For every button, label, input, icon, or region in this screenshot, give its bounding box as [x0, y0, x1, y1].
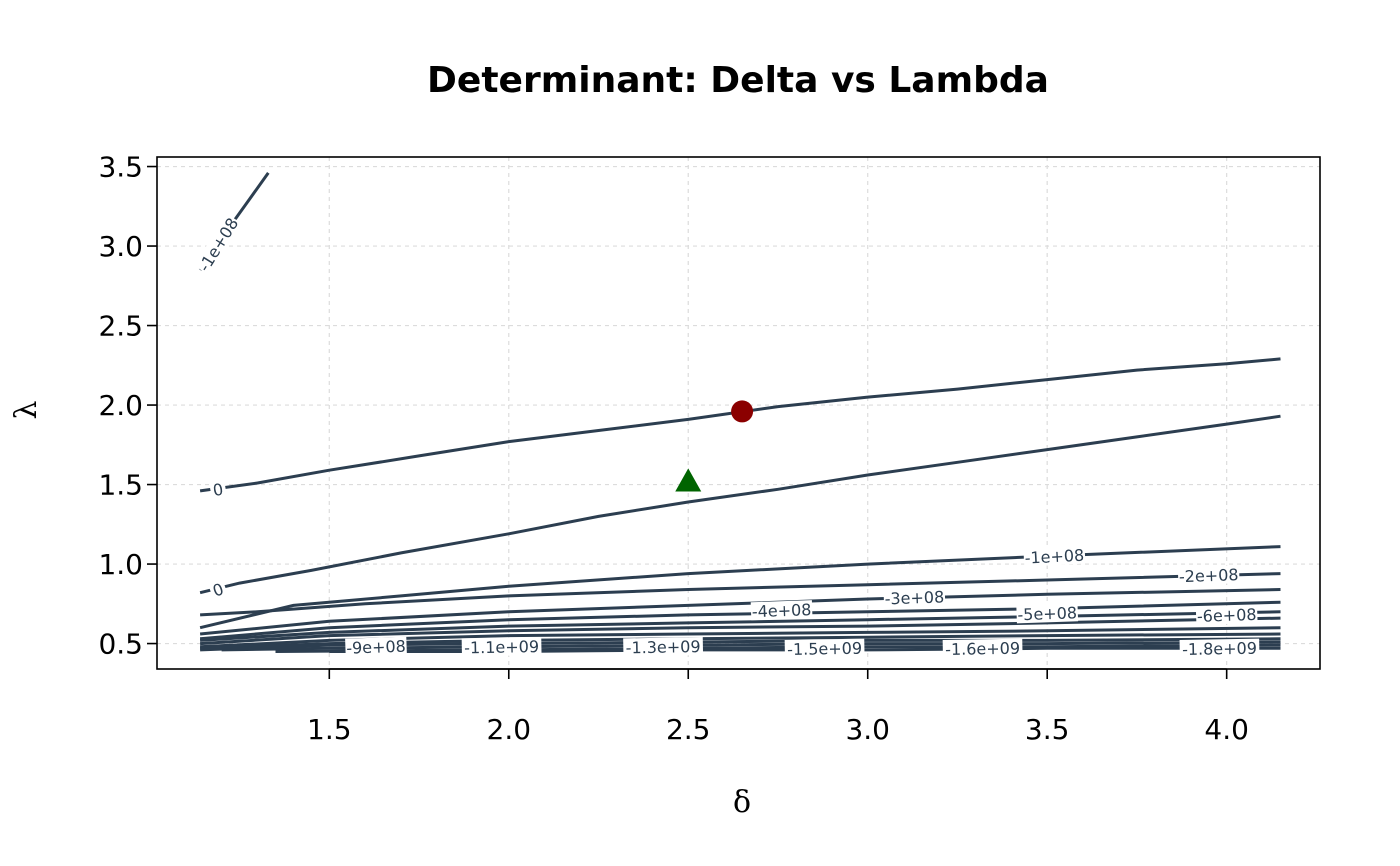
contour-label-background [750, 600, 813, 621]
y-tick-label: 3.0 [98, 230, 143, 263]
y-tick-label: 0.5 [98, 628, 143, 661]
x-tick-label: 2.0 [487, 713, 532, 746]
contour-label: -1.3e+09 [623, 637, 704, 657]
contour-line [200, 626, 1281, 649]
contour-line [199, 545, 1281, 630]
circle-marker [731, 400, 754, 423]
contour-label-text: -6e+08 [1197, 605, 1257, 626]
contour-label-background [1016, 603, 1079, 624]
contour-label: -1e+08 [194, 213, 243, 276]
contour-label-text: -9e+08 [346, 637, 406, 658]
contour-label-text: -5e+08 [1017, 603, 1077, 624]
triangle-marker [675, 468, 702, 492]
contour-label-background [623, 637, 704, 657]
contour-line [199, 414, 1281, 595]
x-tick-label: 3.5 [1025, 713, 1070, 746]
contour-label-text: -1.8e+09 [1182, 639, 1257, 659]
contour-label: -1.1e+09 [461, 637, 542, 657]
contour-label: -5e+08 [1016, 603, 1079, 624]
contour-label-background [883, 587, 946, 608]
y-tick-label: 1.5 [98, 469, 143, 502]
contour-label-background [1195, 604, 1258, 625]
chart-title: Determinant: Delta vs Lambda [427, 60, 1049, 101]
contour-label-background [194, 213, 242, 276]
contour-label-background [784, 638, 865, 658]
contour-line [200, 572, 1281, 617]
y-tick-label: 2.5 [98, 310, 143, 343]
contour-label-text: -2e+08 [1179, 565, 1239, 586]
y-axis-label: λ [9, 400, 44, 419]
contour-label-text: 0 [211, 480, 224, 500]
x-tick-label: 2.5 [666, 713, 711, 746]
contour-label-text: -1.6e+09 [945, 639, 1020, 659]
contour-label: -4e+08 [750, 600, 813, 621]
contour-label-background [1179, 638, 1260, 658]
contour-line [199, 588, 1281, 636]
contour-label-background [208, 479, 228, 500]
x-tick-label: 3.0 [845, 713, 890, 746]
contour-label-background [207, 578, 229, 601]
contour-line [200, 616, 1281, 646]
contour-label: 0 [208, 479, 228, 500]
contour-label-background [1177, 565, 1240, 586]
contour-label-text: -4e+08 [752, 600, 812, 621]
contour-label: -1e+08 [1023, 545, 1086, 568]
y-tick-label: 3.5 [98, 151, 143, 184]
contour-label: 0 [207, 578, 229, 601]
contour-label: -3e+08 [883, 587, 946, 608]
contour-line [199, 357, 1281, 493]
x-axis-label: δ [733, 785, 751, 820]
contour-label: -1.5e+09 [784, 638, 865, 659]
y-tick-label: 1.0 [98, 548, 143, 581]
markers [675, 400, 754, 492]
y-axis: 0.5 1.0 1.5 2.0 2.5 3.0 3.5 [98, 151, 157, 661]
contour-label-text: -3e+08 [884, 587, 944, 608]
contour-label-text: -1.5e+09 [787, 639, 862, 659]
contour-label-background [345, 636, 407, 657]
x-tick-label: 4.0 [1204, 713, 1249, 746]
y-tick-label: 2.0 [98, 389, 143, 422]
contour-label: -6e+08 [1195, 604, 1258, 626]
contour-label-background [942, 638, 1023, 658]
contour-label: -2e+08 [1177, 565, 1240, 586]
contour-label-text: -1.3e+09 [626, 637, 701, 657]
contour-label: -1.6e+09 [942, 638, 1023, 659]
contour-label: -1.8e+09 [1179, 638, 1260, 659]
x-axis: 1.5 2.0 2.5 3.0 3.5 4.0 [307, 668, 1249, 746]
contour-label-background [1023, 545, 1086, 567]
contour-label-text: -1e+08 [1024, 546, 1084, 568]
contour-label: -9e+08 [345, 636, 407, 658]
contour-label-text: -1e+08 [195, 214, 243, 275]
contour-label-background [461, 637, 542, 657]
contour-label-text: -1.1e+09 [464, 637, 539, 657]
x-tick-label: 1.5 [307, 713, 352, 746]
